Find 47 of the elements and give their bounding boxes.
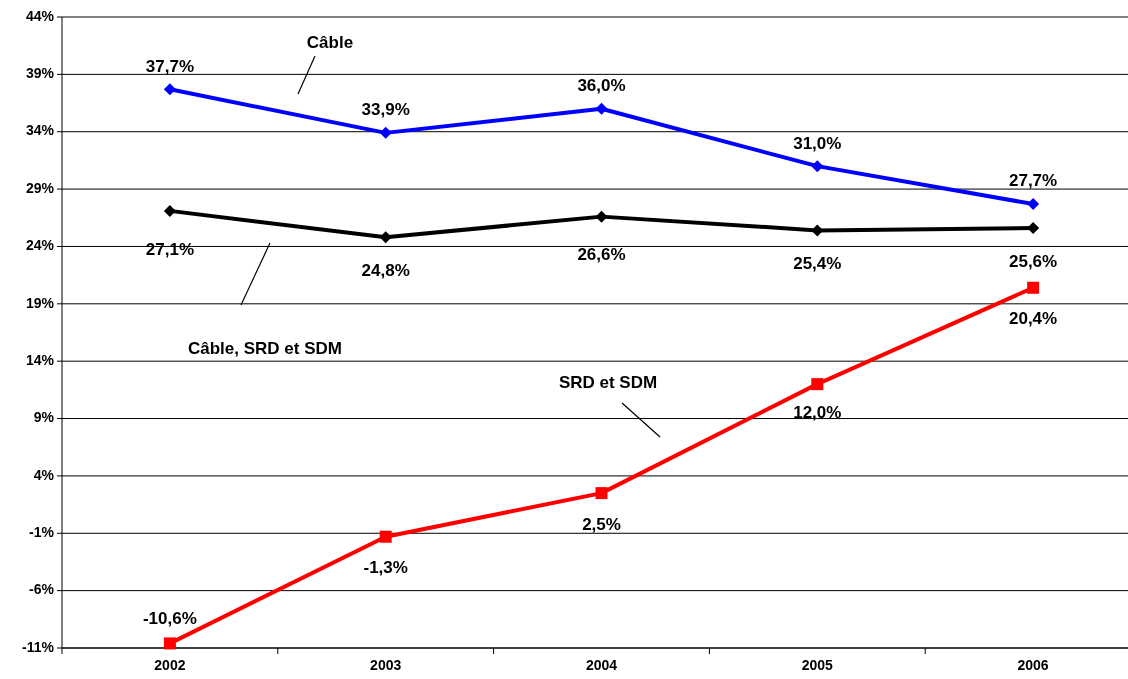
data-label: 27,7% xyxy=(1009,171,1058,191)
annotation: Câble xyxy=(306,33,354,53)
y-tick-label: -11% xyxy=(22,638,55,655)
point xyxy=(1027,222,1040,235)
point xyxy=(595,487,608,500)
point xyxy=(163,204,176,217)
x-tick-label: 2006 xyxy=(1017,657,1049,673)
data-label: 36,0% xyxy=(577,76,626,96)
point xyxy=(379,231,392,244)
data-label: 24,8% xyxy=(361,260,410,280)
point xyxy=(811,378,824,391)
point xyxy=(1027,198,1040,211)
data-label: 12,0% xyxy=(793,402,842,422)
y-tick-label: -6% xyxy=(29,581,55,598)
data-label: 33,9% xyxy=(361,100,410,120)
point xyxy=(163,637,176,650)
point xyxy=(595,102,608,115)
x-tick-label: 2005 xyxy=(801,657,834,673)
y-tick-label: 39% xyxy=(25,65,55,82)
y-tick-label: 4% xyxy=(33,466,55,483)
y-tick-label: 9% xyxy=(33,409,55,426)
data-label: 2,5% xyxy=(582,514,621,534)
data-label: 37,7% xyxy=(145,56,194,76)
data-label: 26,6% xyxy=(577,245,626,265)
y-tick-label: 14% xyxy=(25,351,55,368)
x-tick-label: 2003 xyxy=(370,657,402,673)
y-tick-label: 34% xyxy=(25,122,55,139)
point xyxy=(379,530,392,543)
point xyxy=(163,83,176,96)
y-tick-label: 44% xyxy=(25,7,55,24)
y-tick-label: 19% xyxy=(25,294,55,311)
data-label: -1,3% xyxy=(363,558,408,578)
x-tick-label: 2002 xyxy=(154,657,186,673)
data-label: 25,4% xyxy=(793,253,842,273)
point xyxy=(379,126,392,139)
x-tick-label: 2004 xyxy=(585,657,618,673)
data-label: 31,0% xyxy=(793,133,842,153)
y-tick-label: -1% xyxy=(29,523,55,540)
data-label: 20,4% xyxy=(1009,309,1058,329)
data-label: 25,6% xyxy=(1009,251,1058,271)
annotation: SRD et SDM xyxy=(558,373,658,393)
y-tick-label: 24% xyxy=(25,237,55,254)
annotation: Câble, SRD et SDM xyxy=(188,339,342,359)
point xyxy=(811,160,824,173)
data-label: -10,6% xyxy=(142,608,197,628)
point xyxy=(1027,281,1040,294)
y-tick-label: 29% xyxy=(25,179,55,196)
